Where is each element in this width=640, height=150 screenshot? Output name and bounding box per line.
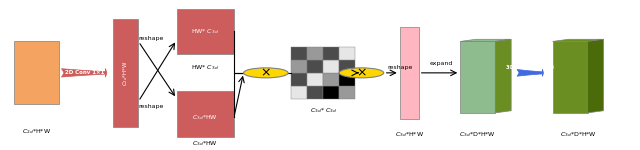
Bar xyxy=(339,73,355,86)
Text: $C_{2d}$*H*W: $C_{2d}$*H*W xyxy=(121,60,130,86)
Bar xyxy=(307,47,323,60)
FancyBboxPatch shape xyxy=(399,27,419,119)
Text: HW* $C_{3d}$: HW* $C_{3d}$ xyxy=(191,63,220,72)
FancyBboxPatch shape xyxy=(177,92,234,137)
Polygon shape xyxy=(460,41,495,113)
Text: $C_{3d}$*HW: $C_{3d}$*HW xyxy=(193,139,218,147)
FancyBboxPatch shape xyxy=(113,19,138,127)
Bar xyxy=(291,47,307,60)
Text: $C_{3d}$* $C_{3d}$: $C_{3d}$* $C_{3d}$ xyxy=(310,106,337,115)
Text: ×: × xyxy=(260,66,271,79)
Text: $C_{3d}$*HW: $C_{3d}$*HW xyxy=(193,113,218,122)
Text: $C_{2d}$*H*W: $C_{2d}$*H*W xyxy=(22,127,51,136)
FancyBboxPatch shape xyxy=(14,41,59,104)
Bar xyxy=(339,86,355,99)
Bar xyxy=(323,73,339,86)
Text: 2D Conv 1×1: 2D Conv 1×1 xyxy=(65,70,104,75)
Polygon shape xyxy=(495,39,511,113)
Text: $C_{3d}$*H*W: $C_{3d}$*H*W xyxy=(395,130,424,139)
Text: ×: × xyxy=(356,66,367,79)
Text: $C_{3d}$*D*H*W: $C_{3d}$*D*H*W xyxy=(559,130,596,139)
Bar xyxy=(339,47,355,60)
Bar xyxy=(307,60,323,73)
Bar xyxy=(291,60,307,73)
Bar xyxy=(323,86,339,99)
Polygon shape xyxy=(552,41,588,113)
Polygon shape xyxy=(460,39,511,41)
Text: reshape: reshape xyxy=(138,36,164,41)
Bar xyxy=(291,86,307,99)
FancyBboxPatch shape xyxy=(177,9,234,54)
Text: reshape: reshape xyxy=(138,104,164,109)
Bar xyxy=(339,60,355,73)
Circle shape xyxy=(339,68,384,78)
Circle shape xyxy=(244,68,288,78)
Polygon shape xyxy=(588,39,604,113)
Bar xyxy=(307,86,323,99)
Text: $C_{3d}$*D*H*W: $C_{3d}$*D*H*W xyxy=(460,130,496,139)
Text: 3D Conv 3×3×3: 3D Conv 3×3×3 xyxy=(506,65,554,70)
Polygon shape xyxy=(552,39,604,41)
Text: expand: expand xyxy=(429,61,452,66)
Bar xyxy=(291,73,307,86)
Bar xyxy=(323,60,339,73)
Bar xyxy=(307,73,323,86)
Text: HW* $C_{3d}$: HW* $C_{3d}$ xyxy=(191,27,220,36)
Text: reshape: reshape xyxy=(387,65,412,70)
Bar xyxy=(323,47,339,60)
